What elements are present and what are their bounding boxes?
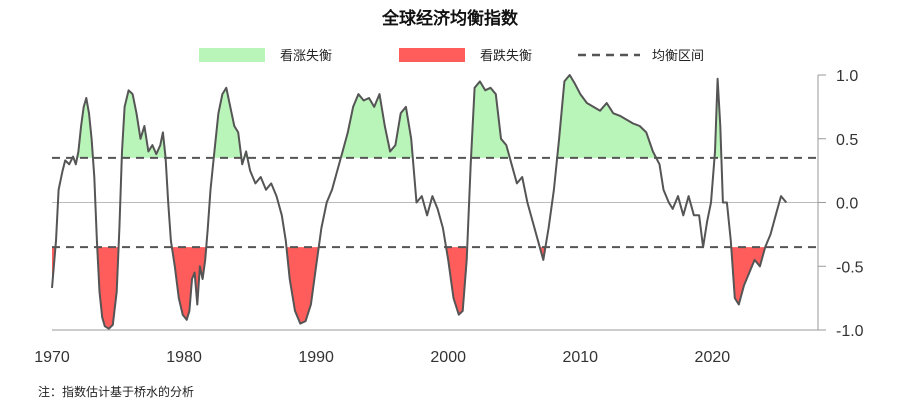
y-tick-label: 1.0 [836, 68, 858, 85]
y-tick-labels: 1.0 0.5 0.0 -0.5 -1.0 [818, 68, 864, 340]
imbalance-fills [52, 75, 766, 329]
x-tick-label: 1970 [34, 349, 70, 366]
x-tick-label: 2010 [562, 349, 598, 366]
bullish-imbalance-area [471, 81, 510, 158]
chart-title: 全球经济均衡指数 [381, 8, 519, 29]
x-tick-label: 2000 [430, 349, 466, 366]
legend-label-equilibrium: 均衡区间 [652, 49, 704, 64]
legend-label-bearish: 看跌失衡 [480, 48, 532, 64]
legend-swatch-bullish [199, 48, 265, 62]
x-tick-labels: 1970 1980 1990 2000 2010 2020 [34, 349, 730, 366]
bullish-imbalance-area [340, 94, 413, 158]
bullish-imbalance-area [557, 75, 657, 158]
bullish-imbalance-area [77, 98, 93, 158]
bearish-imbalance-area [97, 247, 119, 329]
balance-index-line [51, 74, 788, 330]
x-tick-label: 1980 [166, 349, 202, 366]
x-tick-label: 1990 [298, 349, 334, 366]
y-tick-label: -1.0 [836, 323, 864, 340]
y-tick-label: 0.0 [836, 196, 858, 213]
y-tick-label: -0.5 [836, 259, 864, 276]
plot-area: 1970 1980 1990 2000 2010 2020 1.0 0.5 0.0 -0.5 -1… [34, 68, 863, 366]
footnote: 注：指数估计基于桥水的分析 [38, 385, 195, 399]
bullish-imbalance-area [121, 90, 166, 158]
x-tick-label: 2020 [695, 349, 731, 366]
y-tick-label: 0.5 [836, 132, 858, 149]
legend: 看涨失衡 看跌失衡 均衡区间 [199, 48, 704, 64]
legend-label-bullish: 看涨失衡 [280, 48, 332, 64]
legend-swatch-bearish [399, 48, 465, 62]
bearish-imbalance-area [446, 247, 468, 315]
